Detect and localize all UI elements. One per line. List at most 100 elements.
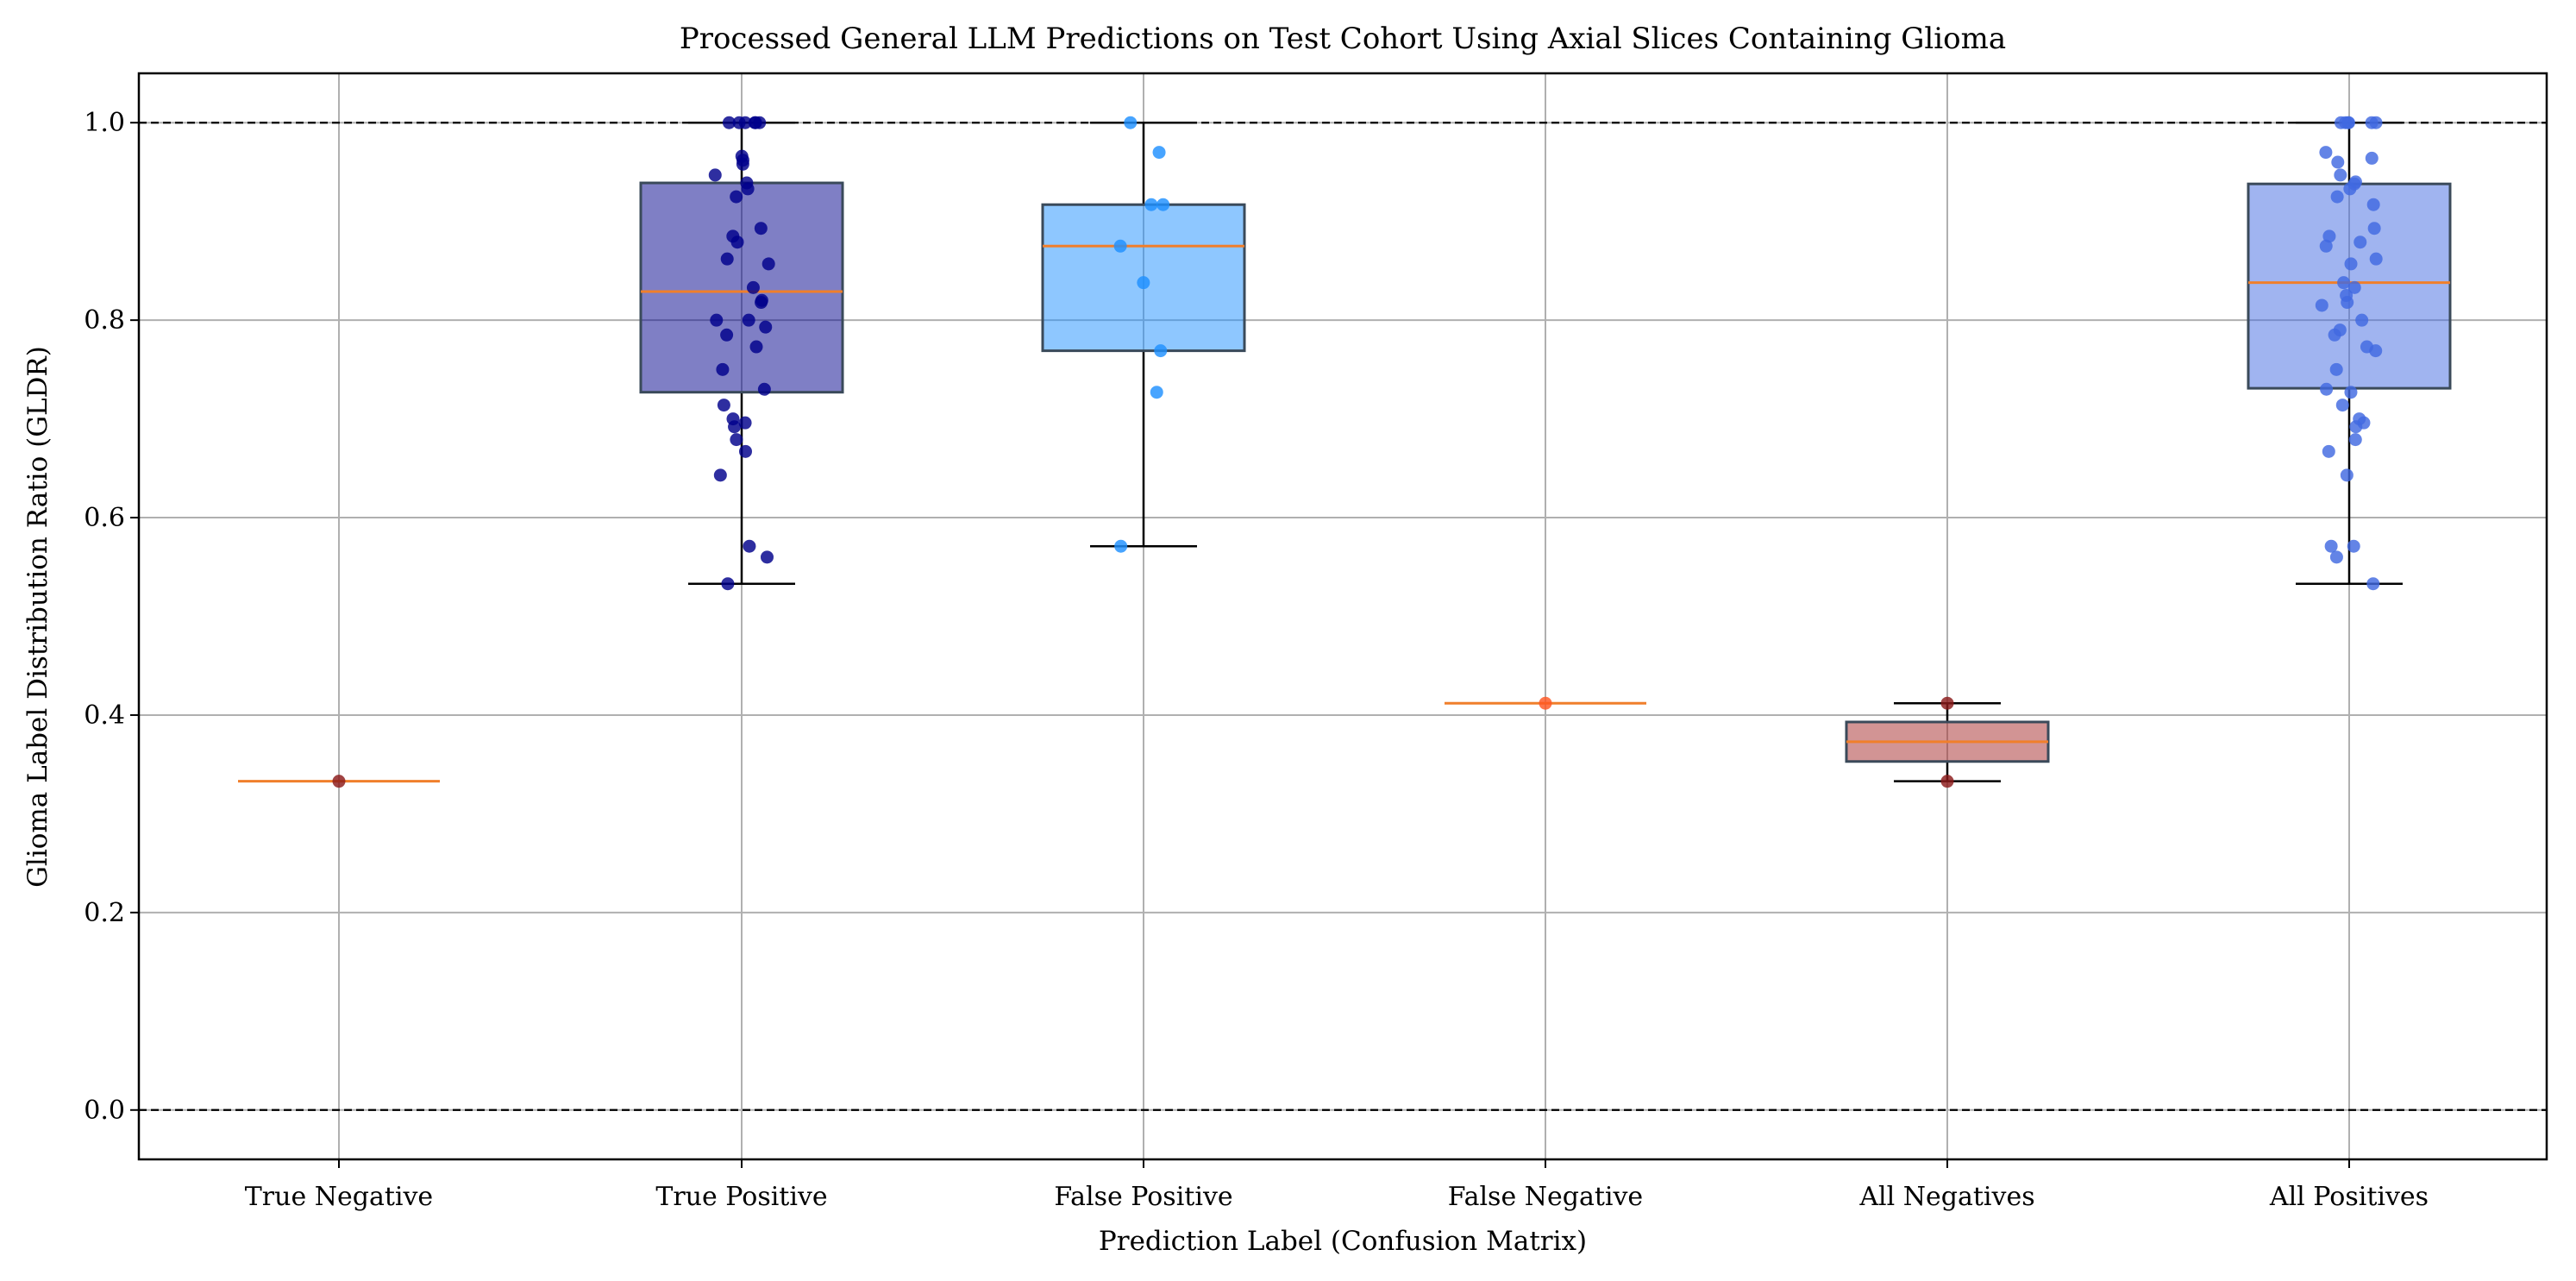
data-point (2328, 328, 2341, 342)
data-point (741, 182, 755, 196)
data-point (332, 775, 346, 788)
y-axis-label: Glioma Label Distribution Ratio (GLDR) (22, 346, 53, 888)
data-point (757, 382, 771, 396)
x-tick-label: All Negatives (1858, 1182, 2034, 1212)
data-point (738, 416, 752, 430)
x-axis-ticks: True Negative True Positive False Positive… (245, 1159, 2429, 1212)
data-point (1144, 198, 1158, 211)
data-point (2347, 280, 2361, 294)
data-point (760, 550, 774, 564)
data-point (2335, 399, 2349, 412)
data-point (2369, 344, 2383, 358)
data-point (1940, 696, 1954, 710)
data-point (755, 296, 768, 310)
data-point (2369, 252, 2383, 266)
data-point (2341, 116, 2355, 129)
x-tick-label: All Positives (2269, 1182, 2429, 1212)
data-points (332, 116, 2383, 788)
y-tick-label: 0.6 (84, 503, 125, 533)
data-point (2366, 198, 2380, 211)
plot-frame (137, 72, 2548, 1161)
data-point (2348, 433, 2362, 447)
data-point (743, 539, 756, 553)
data-point (2353, 235, 2367, 249)
data-point (722, 116, 736, 129)
x-tick-label: False Negative (1448, 1182, 1643, 1212)
data-point (2322, 444, 2335, 458)
data-point (1539, 696, 1552, 710)
data-point (742, 313, 755, 327)
data-point (730, 235, 744, 249)
data-point (1150, 386, 1163, 399)
data-point (762, 257, 775, 271)
data-point (1137, 276, 1150, 290)
data-point (2319, 146, 2333, 160)
data-point (2329, 362, 2343, 376)
data-point (2341, 296, 2354, 310)
data-point (708, 168, 722, 182)
boxes (238, 121, 2452, 783)
data-point (1114, 539, 1128, 553)
data-point (2366, 577, 2380, 591)
data-point (717, 399, 730, 412)
x-axis-label: Prediction Label (Confusion Matrix) (1099, 1226, 1587, 1257)
data-point (2347, 539, 2360, 553)
data-point (732, 116, 746, 129)
data-point (2340, 468, 2353, 482)
data-point (749, 340, 763, 354)
data-point (2349, 420, 2363, 434)
data-point (720, 328, 734, 342)
x-tick-label: True Negative (245, 1182, 433, 1212)
box-iqr (639, 181, 844, 394)
data-point (2355, 313, 2369, 327)
data-point (710, 313, 724, 327)
data-point (746, 280, 760, 294)
data-point (2322, 229, 2336, 243)
data-point (749, 116, 762, 129)
data-point (2315, 298, 2328, 312)
y-tick-label: 0.4 (84, 700, 125, 731)
reference-lines (139, 122, 2547, 1111)
box-iqr (2247, 182, 2452, 390)
x-tick-label: True Positive (655, 1182, 827, 1212)
data-point (720, 252, 734, 266)
data-point (738, 444, 752, 458)
data-point (2329, 550, 2343, 564)
data-point (1113, 239, 1127, 253)
data-point (2365, 116, 2379, 129)
data-point (2319, 239, 2333, 253)
x-tick-label: False Positive (1054, 1182, 1232, 1212)
data-point (728, 420, 742, 434)
y-tick-label: 1.0 (84, 108, 125, 138)
data-point (754, 222, 768, 235)
data-point (1156, 198, 1170, 211)
data-point (2330, 190, 2344, 204)
data-point (2365, 151, 2379, 165)
data-point (716, 362, 730, 376)
data-point (713, 468, 727, 482)
data-point (1124, 116, 1138, 129)
y-axis-ticks: 0.0 0.2 0.4 0.6 0.8 1.0 (84, 108, 139, 1126)
y-tick-label: 0.8 (84, 305, 125, 336)
data-point (2331, 155, 2345, 169)
data-point (2324, 539, 2338, 553)
data-point (721, 577, 735, 591)
y-tick-label: 0.2 (84, 898, 125, 928)
box-group (2247, 121, 2452, 585)
box-group (639, 121, 844, 585)
chart-title: Processed General LLM Predictions on Tes… (680, 22, 2006, 56)
data-point (2344, 386, 2358, 399)
data-point (1154, 344, 1168, 358)
data-point (2343, 182, 2357, 196)
data-point (2334, 168, 2347, 182)
data-point (736, 157, 749, 171)
data-point (759, 320, 773, 334)
y-tick-label: 0.0 (84, 1096, 125, 1126)
data-point (2367, 222, 2381, 235)
box-group (1845, 701, 2050, 782)
data-point (2320, 382, 2334, 396)
data-point (730, 433, 743, 447)
data-point (2344, 257, 2358, 271)
